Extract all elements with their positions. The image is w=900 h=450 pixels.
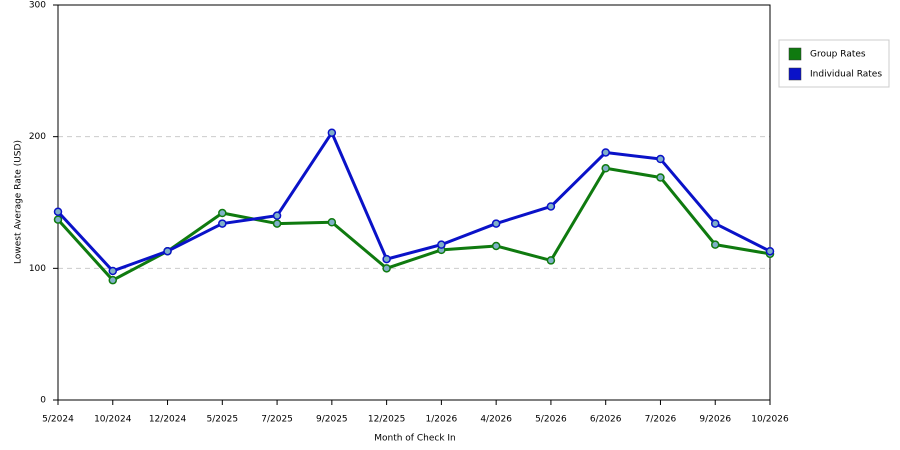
legend-swatch bbox=[788, 47, 802, 61]
data-point bbox=[108, 275, 118, 285]
x-tick-label: 7/2025 bbox=[261, 415, 293, 425]
x-tick-label: 10/2024 bbox=[94, 415, 132, 425]
y-tick-label: 0 bbox=[40, 396, 46, 406]
data-point bbox=[546, 202, 556, 211]
data-point bbox=[108, 266, 118, 276]
data-point bbox=[601, 164, 610, 173]
x-axis-label: Month of Check In bbox=[374, 434, 456, 444]
x-tick-label: 12/2025 bbox=[368, 415, 405, 425]
data-point bbox=[218, 208, 227, 218]
data-point bbox=[710, 240, 720, 249]
x-tick-label: 5/2025 bbox=[206, 415, 238, 425]
x-tick-label: 1/2026 bbox=[426, 415, 458, 425]
data-point bbox=[601, 148, 610, 157]
legend-label: Individual Rates bbox=[810, 70, 882, 80]
data-point bbox=[382, 254, 391, 264]
data-point bbox=[327, 218, 337, 227]
x-tick-label: 9/2026 bbox=[699, 415, 731, 425]
legend-swatch bbox=[788, 67, 802, 81]
data-point bbox=[710, 219, 720, 228]
data-point bbox=[163, 246, 172, 256]
data-point bbox=[546, 256, 556, 265]
data-point bbox=[53, 215, 63, 224]
series-line bbox=[56, 131, 771, 273]
data-point bbox=[272, 219, 282, 228]
data-point bbox=[437, 240, 446, 249]
y-tick-label: 200 bbox=[29, 132, 46, 142]
x-tick-label: 7/2026 bbox=[645, 415, 677, 425]
data-point bbox=[327, 128, 337, 137]
x-tick-label: 12/2024 bbox=[149, 415, 187, 425]
y-tick-label: 100 bbox=[29, 264, 46, 274]
x-tick-label: 4/2026 bbox=[480, 415, 512, 425]
x-tick-label: 5/2024 bbox=[42, 415, 74, 425]
y-tick-label: 300 bbox=[29, 1, 46, 11]
plot-frame bbox=[57, 4, 771, 401]
y-axis-label: Lowest Average Rate (USD) bbox=[14, 140, 24, 264]
data-point bbox=[491, 219, 501, 228]
x-tick-label: 10/2026 bbox=[751, 415, 789, 425]
data-point bbox=[765, 246, 775, 256]
legend-label: Group Rates bbox=[810, 50, 866, 60]
x-tick-label: 9/2025 bbox=[316, 415, 348, 425]
data-point bbox=[382, 264, 391, 273]
data-point bbox=[53, 207, 63, 216]
x-tick-label: 5/2026 bbox=[535, 415, 567, 425]
data-point bbox=[272, 211, 282, 220]
data-point bbox=[491, 241, 501, 251]
data-point bbox=[656, 173, 665, 182]
data-point bbox=[218, 219, 227, 228]
series-line bbox=[56, 166, 771, 282]
data-point bbox=[656, 154, 665, 164]
x-tick-label: 6/2026 bbox=[590, 415, 622, 425]
